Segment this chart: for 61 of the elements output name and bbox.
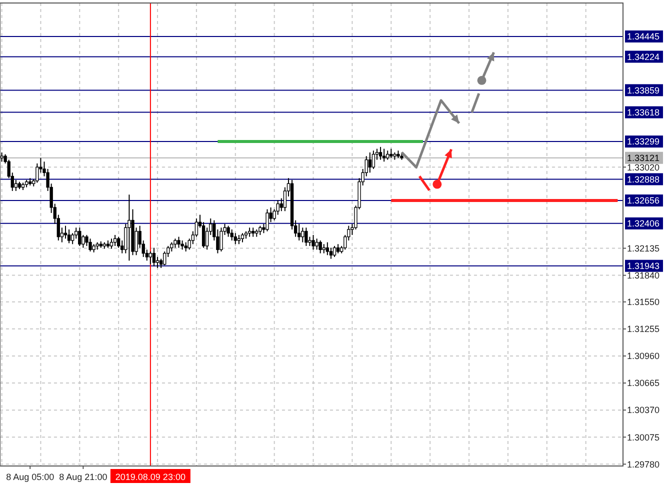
ref-line-label: 1.33121 bbox=[627, 153, 660, 164]
candlestick bbox=[304, 227, 308, 246]
ref-line-label: 1.33859 bbox=[627, 85, 660, 96]
y-tick-label: 1.30370 bbox=[627, 405, 660, 416]
candlestick bbox=[152, 247, 156, 267]
x-tick-label: 8 Aug 21:00 bbox=[59, 472, 108, 482]
y-tick-label: 1.29780 bbox=[627, 459, 660, 470]
y-tick-label: 1.30665 bbox=[627, 378, 660, 388]
ref-line-label: 1.34224 bbox=[627, 52, 660, 62]
candlestick bbox=[301, 227, 304, 243]
y-tick-label: 1.33020 bbox=[627, 162, 660, 172]
candlestick bbox=[82, 234, 85, 248]
ref-line-label: 1.33299 bbox=[627, 136, 660, 147]
candlestick bbox=[78, 227, 82, 246]
y-tick-label: 1.31255 bbox=[627, 324, 660, 334]
x-tick-label: 8 Aug 05:00 bbox=[6, 472, 54, 482]
candlestick bbox=[248, 227, 252, 238]
candlestick bbox=[326, 242, 330, 256]
candlestick bbox=[332, 245, 336, 258]
candlestick bbox=[156, 256, 160, 268]
candlestick bbox=[336, 244, 340, 254]
candlestick bbox=[174, 238, 177, 248]
ref-line-label: 1.33618 bbox=[627, 107, 660, 118]
ref-line-label: 1.32406 bbox=[627, 218, 660, 229]
y-tick-label: 1.30075 bbox=[627, 432, 660, 442]
candlestick bbox=[240, 232, 244, 243]
candlestick bbox=[382, 148, 386, 162]
candlestick bbox=[128, 194, 131, 262]
candlestick bbox=[88, 238, 92, 252]
candlestick bbox=[64, 225, 68, 240]
candlestick bbox=[318, 240, 322, 254]
ref-line-label: 1.34445 bbox=[627, 32, 660, 42]
candlestick bbox=[312, 234, 315, 250]
candlestick bbox=[67, 228, 71, 244]
candlestick bbox=[180, 240, 184, 250]
candlestick bbox=[266, 208, 269, 232]
candlestick bbox=[220, 227, 223, 252]
candlestick bbox=[390, 148, 393, 158]
y-tick-label: 1.30960 bbox=[627, 351, 660, 362]
candlestick bbox=[315, 238, 318, 250]
candlestick bbox=[372, 150, 376, 170]
y-tick-label: 1.31550 bbox=[627, 297, 660, 308]
candlestick bbox=[378, 146, 382, 160]
ref-line-label: 1.31943 bbox=[627, 261, 660, 272]
y-tick-label: 1.32135 bbox=[627, 243, 660, 254]
candlestick bbox=[252, 227, 255, 238]
y-tick-label: 1.31840 bbox=[627, 270, 660, 280]
candlestick bbox=[386, 150, 390, 160]
candlestick bbox=[148, 250, 152, 265]
candlestick bbox=[258, 225, 262, 236]
candlestick bbox=[368, 152, 372, 174]
candlestick bbox=[234, 232, 237, 245]
candlestick bbox=[177, 236, 180, 248]
ref-line-label: 1.32888 bbox=[627, 174, 660, 184]
ref-line-label: 1.32656 bbox=[627, 196, 660, 206]
candlestick bbox=[226, 225, 230, 238]
candlestick bbox=[110, 238, 114, 250]
candlestick bbox=[322, 244, 326, 254]
candlestick bbox=[184, 242, 188, 252]
x-tick-label: 2019.08.09 23:00 bbox=[115, 472, 186, 482]
candlestick bbox=[237, 234, 241, 245]
